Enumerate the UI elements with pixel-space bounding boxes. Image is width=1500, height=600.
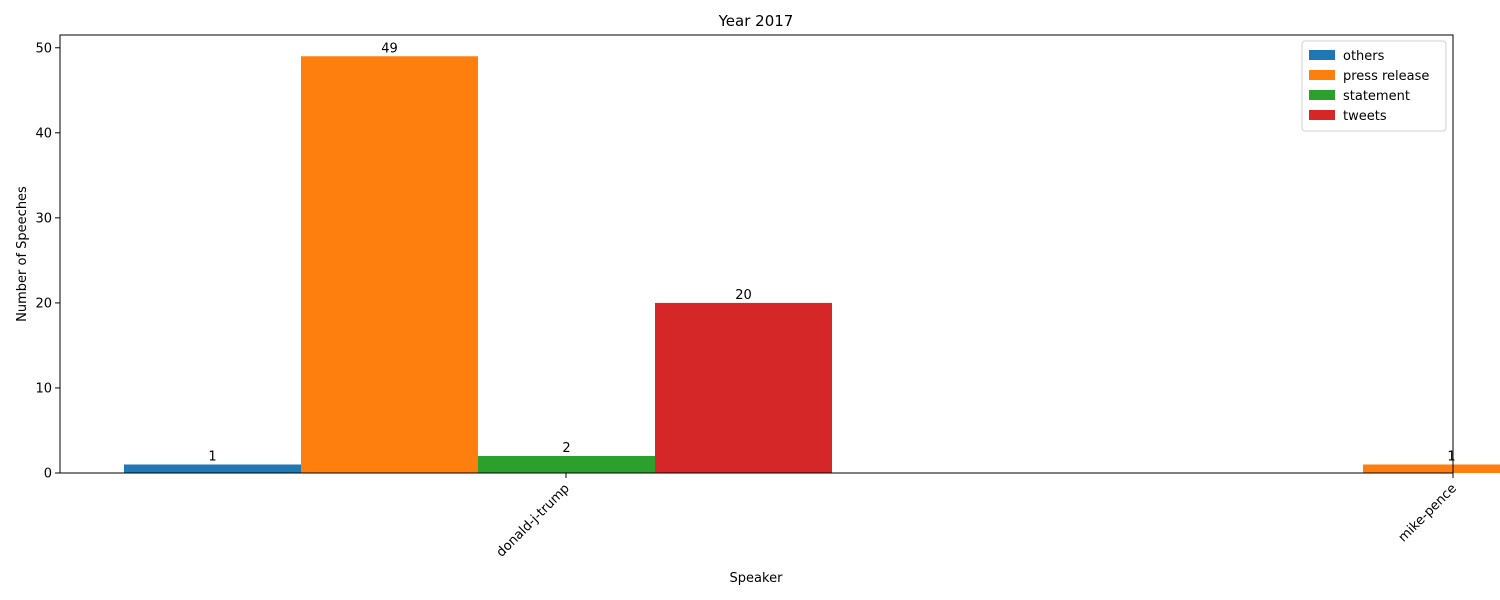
y-tick-label: 50	[35, 41, 52, 56]
bars-group	[124, 56, 1500, 473]
y-tick-label: 30	[35, 211, 52, 226]
x-axis: donald-j-trump mike-pence	[494, 473, 1460, 560]
bar-tweets-donald-j-trump	[655, 302, 832, 473]
legend-label: press release	[1343, 69, 1429, 84]
bar-press-release-donald-j-trump	[301, 56, 478, 473]
x-tick-label: donald-j-trump	[494, 481, 573, 560]
legend: others press release statement tweets	[1301, 40, 1447, 132]
bar-statement-donald-j-trump	[478, 455, 655, 473]
x-axis-label: Speaker	[730, 571, 784, 586]
plot-frame	[59, 34, 1454, 474]
legend-swatch	[1309, 70, 1335, 80]
data-label: 1	[1447, 449, 1455, 464]
legend-label: others	[1343, 49, 1385, 64]
y-tick-label: 20	[35, 296, 52, 311]
bar-others-donald-j-trump	[124, 464, 301, 473]
y-axis: 0 10 20 30 40 50	[35, 41, 60, 482]
data-label: 49	[381, 41, 398, 56]
data-label: 1	[208, 449, 216, 464]
y-tick-label: 40	[35, 126, 52, 141]
legend-box	[1301, 40, 1447, 132]
legend-label: tweets	[1343, 109, 1387, 124]
legend-swatch	[1309, 90, 1335, 100]
data-label: 2	[562, 441, 570, 456]
y-tick-label: 0	[44, 467, 52, 482]
y-axis-label: Number of Speeches	[15, 186, 30, 322]
x-tick-label: mike-pence	[1396, 481, 1460, 545]
legend-swatch	[1309, 110, 1335, 120]
data-labels-group: 1 49 1 2 20	[208, 41, 1455, 464]
legend-label: statement	[1343, 89, 1410, 104]
legend-swatch	[1309, 50, 1335, 60]
bar-press-release-mike-pence	[1363, 464, 1500, 473]
y-tick-label: 10	[35, 381, 52, 396]
chart-title: Year 2017	[718, 12, 794, 30]
data-label: 20	[735, 288, 752, 303]
